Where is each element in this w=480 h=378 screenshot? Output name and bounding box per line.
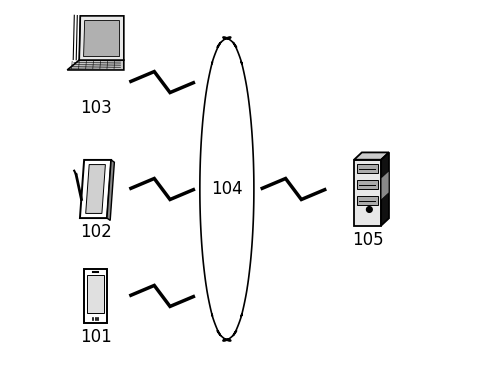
Polygon shape: [87, 275, 104, 313]
Circle shape: [367, 207, 372, 212]
Polygon shape: [200, 37, 254, 341]
Polygon shape: [354, 152, 389, 160]
Text: 103: 103: [80, 99, 111, 117]
Polygon shape: [84, 20, 120, 57]
Polygon shape: [357, 164, 378, 173]
Polygon shape: [381, 171, 389, 200]
Polygon shape: [354, 160, 381, 226]
Polygon shape: [67, 60, 124, 70]
Text: 102: 102: [80, 223, 111, 241]
Polygon shape: [86, 164, 106, 214]
Text: 104: 104: [211, 180, 243, 198]
Polygon shape: [80, 160, 111, 218]
Text: 105: 105: [352, 231, 384, 249]
Polygon shape: [79, 16, 124, 60]
Polygon shape: [84, 269, 107, 323]
Polygon shape: [381, 152, 389, 226]
Polygon shape: [357, 180, 378, 189]
Text: 101: 101: [80, 328, 111, 346]
Polygon shape: [107, 160, 114, 220]
Polygon shape: [357, 196, 378, 205]
